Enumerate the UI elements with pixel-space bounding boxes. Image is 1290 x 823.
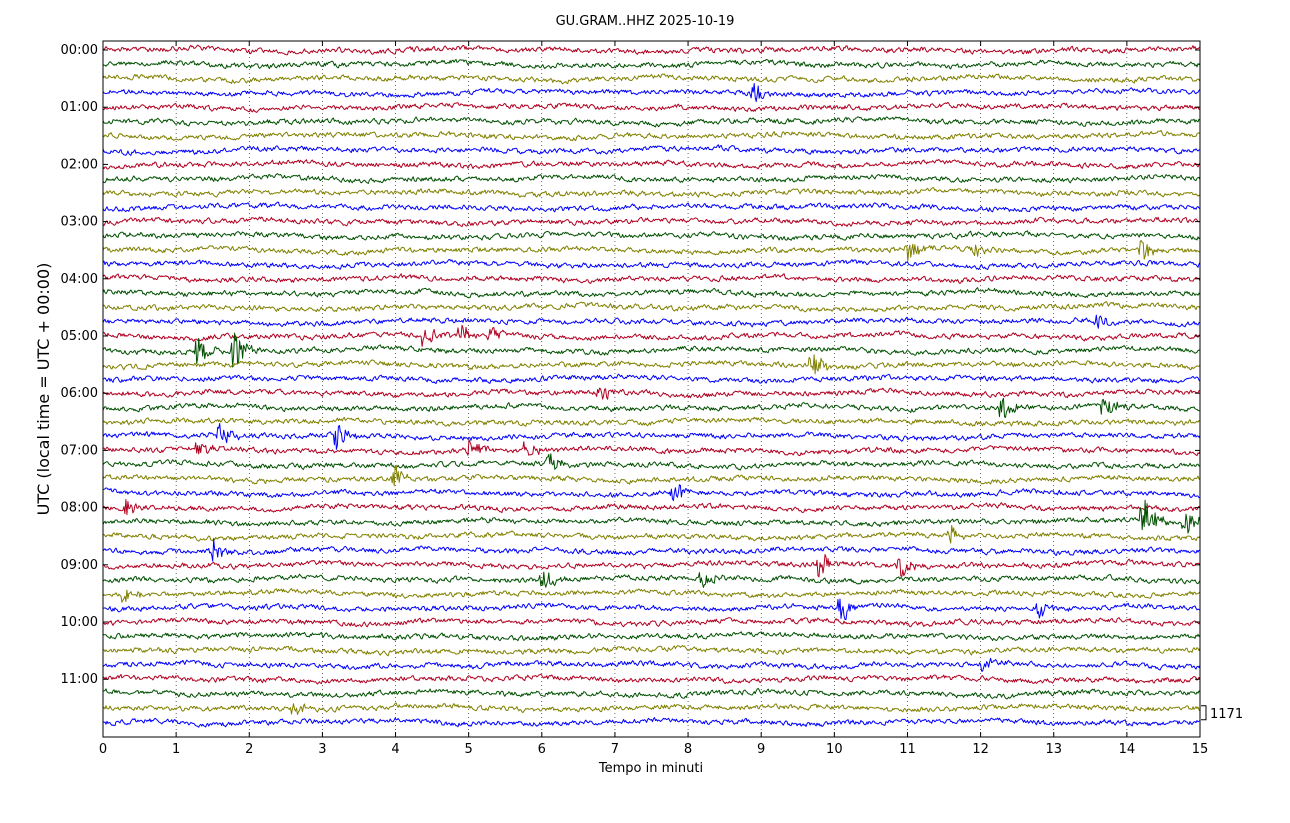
y-tick-label: 07:00 — [61, 443, 98, 458]
trace-38 — [102, 588, 1201, 603]
trace-14 — [102, 239, 1201, 262]
y-tick-label: 01:00 — [61, 100, 98, 115]
x-tick-label: 2 — [245, 742, 253, 757]
y-tick-label: 06:00 — [61, 386, 98, 401]
trace-23 — [102, 373, 1201, 384]
trace-17 — [102, 287, 1201, 299]
trace-43 — [102, 657, 1201, 672]
trace-36 — [102, 554, 1201, 578]
trace-9 — [102, 173, 1201, 184]
trace-29 — [102, 453, 1201, 471]
trace-31 — [102, 484, 1201, 502]
trace-33 — [102, 499, 1201, 534]
trace-44 — [102, 673, 1201, 685]
x-tick-label: 6 — [538, 742, 546, 757]
trace-24 — [102, 387, 1201, 400]
y-tick-label: 09:00 — [61, 558, 98, 573]
trace-39 — [103, 598, 1201, 621]
trace-35 — [102, 538, 1201, 562]
x-tick-label: 15 — [1192, 742, 1209, 757]
trace-47 — [102, 717, 1201, 728]
x-tick-label: 9 — [757, 742, 765, 757]
plot-frame — [102, 40, 1201, 738]
trace-18 — [102, 301, 1201, 313]
trace-22 — [102, 354, 1201, 375]
x-tick-label: 5 — [465, 742, 473, 757]
trace-2 — [102, 73, 1201, 85]
trace-37 — [102, 571, 1201, 588]
scale-label: 1171 — [1210, 707, 1243, 722]
x-tick-label: 7 — [611, 742, 619, 757]
trace-15 — [102, 259, 1201, 270]
seismic-traces — [102, 44, 1201, 728]
trace-6 — [102, 129, 1201, 142]
trace-10 — [102, 187, 1201, 199]
y-axis-label: UTC (local time = UTC + 00:00) — [34, 263, 53, 516]
trace-5 — [102, 116, 1201, 128]
trace-41 — [102, 631, 1201, 642]
trace-8 — [102, 159, 1201, 170]
x-tick-label: 14 — [1119, 742, 1136, 757]
trace-25 — [102, 397, 1201, 418]
x-tick-label: 4 — [391, 742, 399, 757]
trace-0 — [102, 44, 1201, 56]
trace-16 — [102, 273, 1201, 284]
trace-45 — [102, 687, 1201, 700]
trace-26 — [102, 416, 1201, 427]
trace-11 — [102, 201, 1201, 213]
x-tick-label: 11 — [899, 742, 916, 757]
y-tick-label: 03:00 — [61, 215, 98, 230]
trace-1 — [102, 58, 1201, 70]
trace-20 — [102, 324, 1201, 347]
trace-13 — [102, 230, 1201, 241]
trace-40 — [102, 617, 1201, 628]
x-tick-label: 1 — [172, 742, 180, 757]
x-tick-label: 12 — [972, 742, 989, 757]
trace-30 — [102, 464, 1201, 487]
y-tick-label: 04:00 — [61, 272, 98, 287]
x-tick-label: 0 — [99, 742, 107, 757]
chart-title: GU.GRAM..HHZ 2025-10-19 — [556, 14, 735, 29]
trace-27 — [102, 423, 1201, 450]
x-tick-label: 13 — [1045, 742, 1062, 757]
trace-3 — [102, 83, 1201, 102]
scale-bar — [1201, 705, 1207, 721]
trace-34 — [102, 525, 1201, 544]
y-tick-label: 02:00 — [61, 157, 98, 172]
trace-28 — [102, 439, 1201, 457]
trace-4 — [102, 101, 1201, 113]
grid-lines — [175, 41, 1128, 737]
trace-7 — [102, 144, 1201, 156]
trace-32 — [102, 499, 1201, 516]
y-tick-label: 08:00 — [61, 501, 98, 516]
y-tick-label: 11:00 — [61, 672, 98, 687]
y-tick-label: 00:00 — [61, 43, 98, 58]
trace-12 — [102, 216, 1201, 228]
axes: 0 1 2 3 4 5 6 7 8 9 10 11 12 13 14 1500:0001:0002:0003:… — [61, 40, 1243, 757]
trace-46 — [102, 702, 1201, 715]
trace-19 — [102, 314, 1201, 329]
x-tick-label: 3 — [318, 742, 326, 757]
y-tick-label: 05:00 — [61, 329, 98, 344]
trace-21 — [102, 332, 1201, 368]
y-tick-label: 10:00 — [61, 615, 98, 630]
x-tick-label: 10 — [826, 742, 843, 757]
x-axis-label: Tempo in minuti — [598, 761, 703, 776]
trace-42 — [102, 645, 1201, 657]
x-tick-label: 8 — [684, 742, 692, 757]
